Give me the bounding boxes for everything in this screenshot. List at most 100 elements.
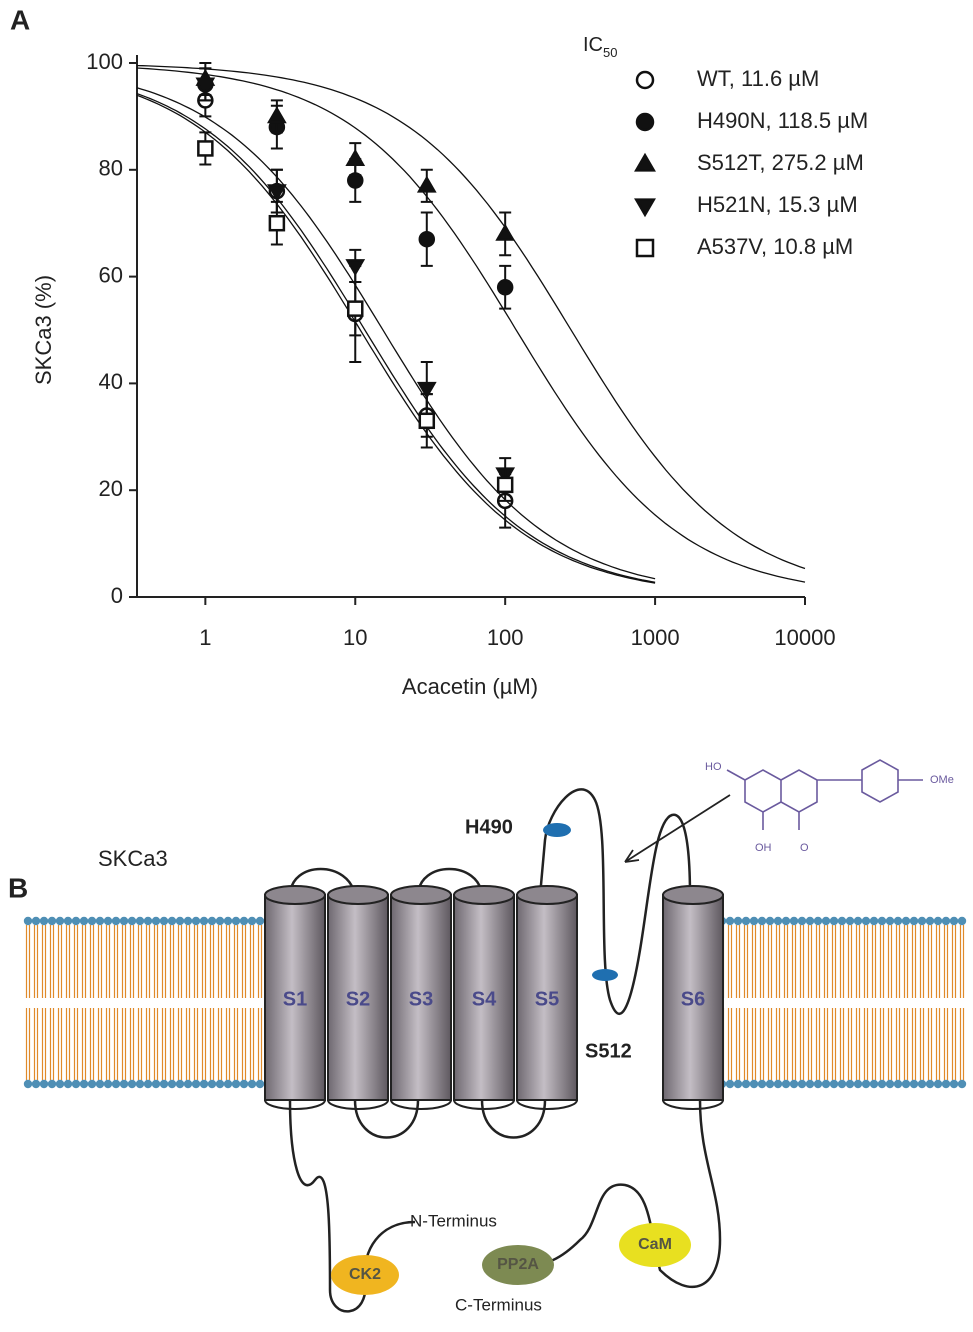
- lipid-tail: [41, 925, 47, 1080]
- lipid-head: [167, 1079, 177, 1089]
- lipid-tail: [233, 925, 239, 1080]
- legend-label: A537V, 10.8 µM: [697, 234, 853, 259]
- lipid-head: [749, 916, 759, 926]
- lipid-head: [829, 1079, 839, 1089]
- y-tick-label: 0: [111, 583, 123, 608]
- lipid-tail: [831, 925, 837, 1080]
- lipid-head: [957, 916, 967, 926]
- lipid-head: [23, 916, 33, 926]
- legend-label: H490N, 118.5 µM: [697, 108, 868, 133]
- molecule-label: OMe: [930, 774, 954, 786]
- lipid-head: [933, 916, 943, 926]
- lipid-head: [949, 916, 959, 926]
- lipid-head: [31, 916, 41, 926]
- y-tick-label: 80: [99, 156, 123, 181]
- y-tick-label: 60: [99, 262, 123, 287]
- helix-bottom: [453, 1099, 515, 1110]
- molecule-label: O: [800, 842, 809, 854]
- lipid-tail: [177, 925, 183, 1080]
- lipid-head: [861, 1079, 871, 1089]
- lipid-tail: [791, 925, 797, 1080]
- lipid-head: [215, 1079, 225, 1089]
- lipid-tail: [97, 925, 103, 1080]
- lipid-head: [135, 1079, 145, 1089]
- molecule-label: HO: [705, 761, 722, 773]
- lipid-head: [159, 1079, 169, 1089]
- lipid-head: [765, 916, 775, 926]
- lipid-head: [821, 916, 831, 926]
- terminus-label: N-Terminus: [410, 1211, 497, 1230]
- marker: [495, 223, 516, 241]
- lipid-head: [191, 916, 201, 926]
- binding-site: [543, 823, 571, 837]
- lipid-tail: [57, 925, 63, 1080]
- lipid-head: [119, 1079, 129, 1089]
- lipid-head: [941, 916, 951, 926]
- lipid-tail: [943, 925, 949, 1080]
- legend-title-sub: 50: [603, 45, 617, 60]
- marker: [416, 381, 437, 399]
- lipid-head: [47, 1079, 57, 1089]
- marker: [634, 198, 656, 218]
- lipid-head: [55, 1079, 65, 1089]
- lipid-head: [167, 916, 177, 926]
- lipid-head: [933, 1079, 943, 1089]
- chart: 0 20 40 60 80 100 1 10 100 1000 10000 WT, 11.6 µM H4…: [86, 49, 868, 650]
- lipid-tail: [209, 925, 215, 1080]
- lipid-tail: [185, 925, 191, 1080]
- marker: [345, 148, 366, 166]
- lipid-tail: [823, 925, 829, 1080]
- panel-label: A: [10, 4, 30, 35]
- lipid-head: [159, 916, 169, 926]
- lipid-tail: [241, 925, 247, 1080]
- lipid-tail: [153, 925, 159, 1080]
- lipid-head: [119, 916, 129, 926]
- lipid-head: [837, 916, 847, 926]
- residue-label: H490: [465, 816, 513, 838]
- helix: [516, 894, 578, 1101]
- partner: [331, 1255, 399, 1295]
- lipid-head: [925, 916, 935, 926]
- terminus-label: C-Terminus: [455, 1295, 542, 1314]
- arrow: [624, 794, 731, 863]
- marker: [635, 238, 655, 258]
- lipid-head: [789, 916, 799, 926]
- lipid-head: [151, 916, 161, 926]
- lipid-head: [773, 916, 783, 926]
- helix-label: S1: [283, 988, 307, 1010]
- lipid-head: [861, 916, 871, 926]
- lipid-tail: [951, 925, 957, 1080]
- helix-top: [662, 885, 724, 905]
- lipid-tail: [751, 925, 757, 1080]
- lipid-head: [79, 916, 89, 926]
- helix-label: S3: [409, 988, 433, 1010]
- lipid-head: [901, 916, 911, 926]
- lipid-head: [143, 916, 153, 926]
- legend-label: WT, 11.6 µM: [697, 66, 819, 91]
- lipid-tail: [895, 925, 901, 1080]
- lipid-tail: [25, 925, 31, 1080]
- lipid-head: [917, 916, 927, 926]
- lipid-tail: [919, 925, 925, 1080]
- lipid-head: [773, 1079, 783, 1089]
- legend-title-main: IC: [583, 34, 603, 56]
- lipid-tail: [815, 925, 821, 1080]
- lipid-tail: [225, 925, 231, 1080]
- lipid-head: [877, 1079, 887, 1089]
- lipid-head: [725, 916, 735, 926]
- fit-curve: [136, 94, 656, 584]
- lipid-tail: [775, 925, 781, 1080]
- lipid-head: [143, 1079, 153, 1089]
- binding-site: [592, 969, 618, 981]
- lipid-head: [829, 916, 839, 926]
- lipid-head: [757, 916, 767, 926]
- lipid-head: [239, 916, 249, 926]
- lipid-head: [757, 1079, 767, 1089]
- lipid-head: [63, 1079, 73, 1089]
- lipid-head: [191, 1079, 201, 1089]
- lipid-head: [813, 916, 823, 926]
- lipid-head: [135, 916, 145, 926]
- lipid-head: [733, 916, 743, 926]
- lipid-head: [853, 1079, 863, 1089]
- lipid-head: [805, 916, 815, 926]
